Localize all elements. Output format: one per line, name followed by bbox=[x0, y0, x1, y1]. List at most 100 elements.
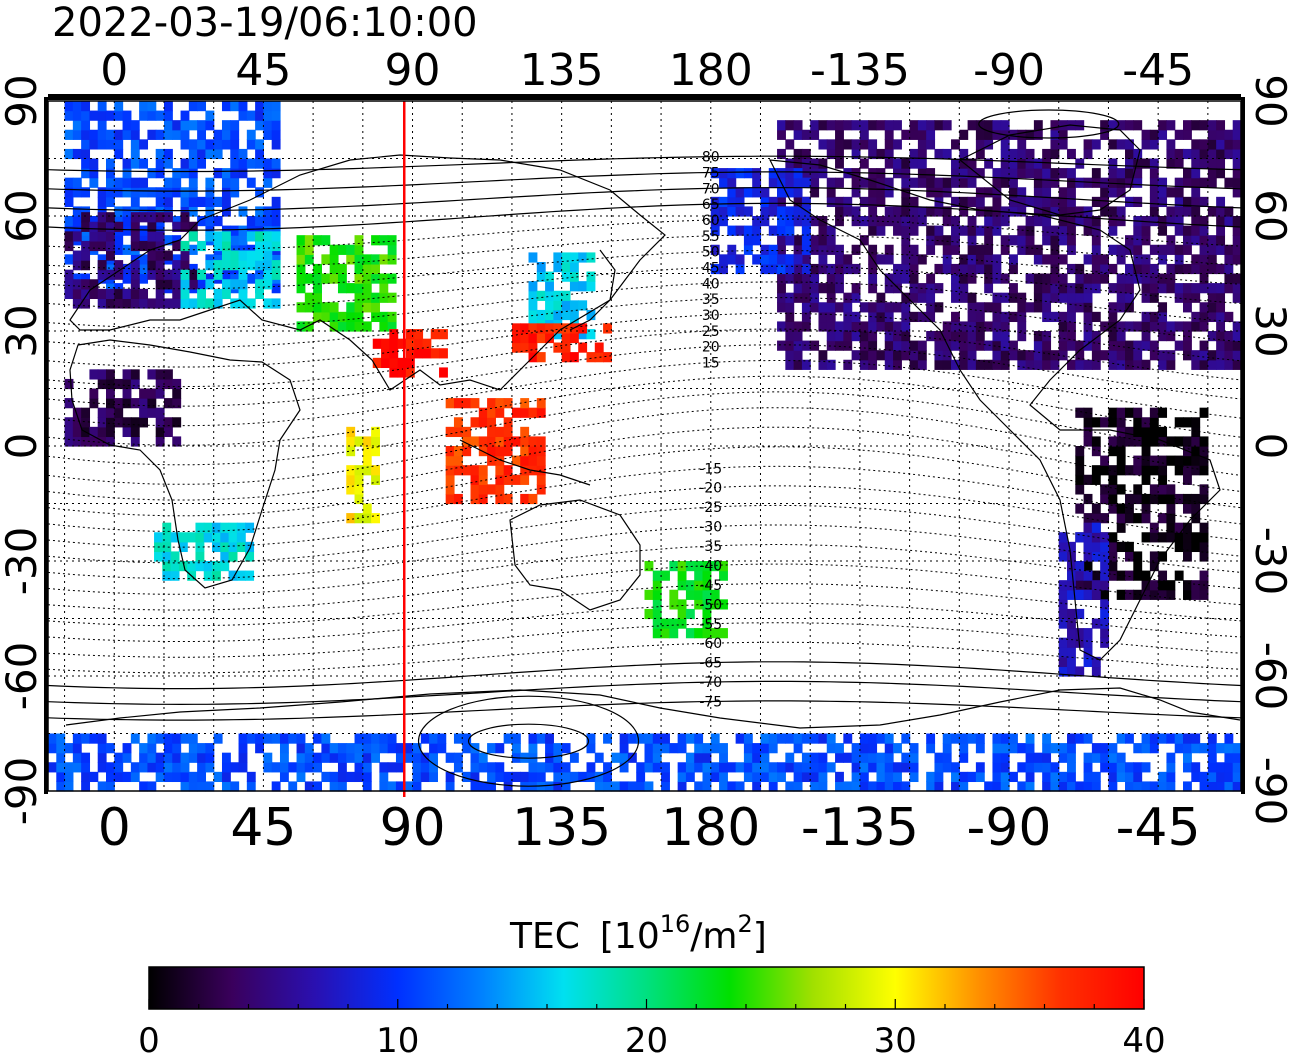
tec-cell bbox=[122, 263, 132, 275]
tec-cell bbox=[1025, 216, 1035, 227]
tec-cell bbox=[72, 129, 82, 140]
tec-cell bbox=[926, 187, 936, 198]
tec-cell bbox=[909, 254, 919, 265]
tec-cell bbox=[81, 288, 91, 300]
tec-cell bbox=[569, 271, 579, 282]
tec-cell bbox=[1017, 187, 1027, 198]
tec-cell bbox=[221, 260, 231, 271]
tec-cell bbox=[1207, 302, 1217, 313]
tec-cell bbox=[346, 465, 356, 476]
tec-cell bbox=[586, 271, 596, 282]
tec-cell bbox=[959, 321, 969, 332]
tec-cell bbox=[984, 321, 994, 332]
tec-cell bbox=[1100, 541, 1110, 553]
tec-cell bbox=[246, 260, 256, 271]
tec-cell bbox=[1216, 302, 1226, 313]
tec-cell bbox=[1191, 350, 1201, 361]
tec-cell bbox=[163, 110, 173, 121]
tec-cell bbox=[1125, 465, 1134, 476]
tec-cell bbox=[397, 367, 407, 378]
tec-cell bbox=[793, 206, 803, 217]
tec-cell bbox=[785, 359, 795, 370]
tec-cell bbox=[528, 771, 538, 783]
tec-cell bbox=[279, 743, 289, 754]
tec-cell bbox=[1083, 148, 1093, 160]
tec-cell bbox=[951, 273, 960, 284]
tec-cell bbox=[835, 254, 844, 265]
tec-cell bbox=[122, 743, 132, 754]
tec-cell bbox=[64, 148, 74, 160]
tec-cell bbox=[163, 250, 173, 261]
tec-cell bbox=[1033, 244, 1043, 255]
tec-cell bbox=[1083, 522, 1093, 533]
tec-cell bbox=[843, 254, 853, 265]
tec-cell bbox=[1091, 771, 1101, 783]
tec-cell bbox=[238, 168, 248, 179]
tec-cell bbox=[785, 350, 795, 361]
tec-cell bbox=[1058, 196, 1068, 208]
tec-cell bbox=[1191, 196, 1201, 208]
tec-cell bbox=[967, 196, 977, 208]
tec-cell bbox=[255, 187, 265, 198]
tec-cell bbox=[1125, 302, 1134, 313]
tec-cell bbox=[835, 148, 844, 160]
tec-cell bbox=[984, 187, 994, 198]
tec-cell bbox=[64, 225, 74, 236]
tec-cell bbox=[1199, 541, 1209, 553]
tec-cell bbox=[147, 388, 157, 399]
tec-cell bbox=[271, 206, 281, 217]
tec-cell bbox=[1133, 455, 1143, 466]
tec-cell bbox=[1191, 225, 1201, 236]
tec-cell bbox=[155, 426, 165, 438]
tec-cell bbox=[114, 417, 124, 428]
tec-cell bbox=[1100, 637, 1110, 648]
tec-cell bbox=[130, 417, 140, 428]
tec-cell bbox=[785, 206, 795, 217]
tec-cell bbox=[1000, 771, 1010, 783]
tec-cell bbox=[1174, 196, 1184, 208]
tec-cell bbox=[130, 187, 140, 198]
tec-cell bbox=[1025, 302, 1035, 313]
tec-cell bbox=[147, 398, 157, 409]
tec-cell bbox=[1166, 331, 1176, 342]
tec-cell bbox=[768, 762, 778, 773]
tec-cell bbox=[105, 196, 115, 208]
tec-cell bbox=[313, 752, 322, 763]
tec-cell bbox=[884, 752, 894, 763]
tec-cell bbox=[578, 252, 588, 263]
tec-cell bbox=[236, 570, 246, 581]
tec-cell bbox=[304, 254, 314, 265]
tec-cell bbox=[155, 148, 165, 160]
tec-cell bbox=[1133, 196, 1143, 208]
tec-cell bbox=[735, 762, 745, 773]
tec-cell bbox=[313, 235, 322, 246]
tec-cell bbox=[752, 762, 762, 773]
tec-cell bbox=[487, 398, 496, 409]
tec-cell bbox=[1158, 302, 1168, 313]
tec-cell bbox=[72, 298, 82, 309]
tec-cell bbox=[1166, 762, 1176, 773]
tec-cell bbox=[255, 158, 265, 169]
tec-cell bbox=[1083, 436, 1093, 447]
tec-cell bbox=[187, 561, 197, 572]
tec-cell bbox=[404, 781, 414, 792]
tec-cell bbox=[901, 340, 911, 351]
tec-cell bbox=[503, 493, 513, 505]
tec-cell bbox=[139, 298, 149, 309]
tec-cell bbox=[1133, 359, 1143, 370]
tec-cell bbox=[271, 298, 281, 309]
contour-label: -30 bbox=[699, 520, 722, 536]
tec-cell bbox=[203, 522, 213, 533]
tec-cell bbox=[362, 446, 372, 457]
tec-cell bbox=[238, 269, 248, 280]
tec-cell bbox=[1232, 771, 1241, 783]
tec-cell bbox=[1183, 762, 1192, 773]
tec-cell bbox=[1191, 158, 1201, 169]
tec-cell bbox=[1058, 129, 1068, 140]
tec-cell bbox=[810, 752, 820, 763]
tec-cell bbox=[1141, 225, 1151, 236]
tec-cell bbox=[768, 196, 778, 208]
tec-cell bbox=[1216, 292, 1226, 303]
tec-cell bbox=[1033, 359, 1043, 370]
tec-cell bbox=[926, 129, 936, 140]
